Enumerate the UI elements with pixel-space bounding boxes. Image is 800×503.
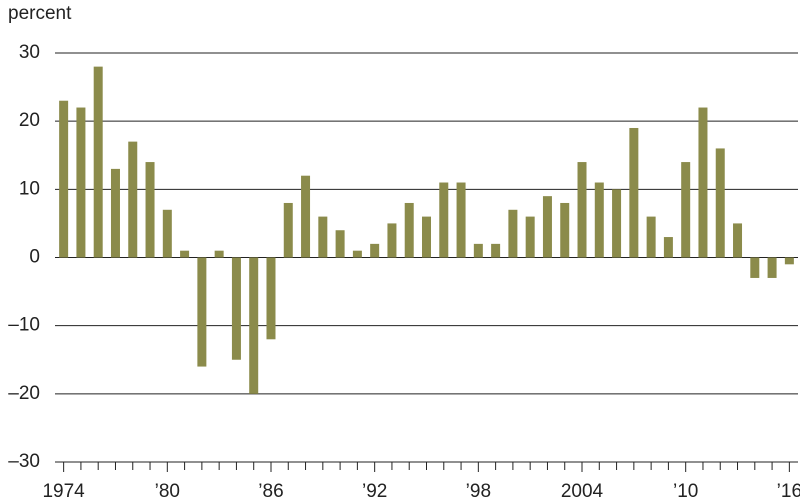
- bar: [145, 162, 155, 258]
- bar: [335, 230, 345, 258]
- bar: [266, 257, 276, 340]
- bar: [784, 257, 794, 265]
- bar: [76, 107, 86, 258]
- y-tick-label: 20: [19, 110, 40, 131]
- x-tick-label: ’92: [362, 481, 387, 502]
- bar: [162, 209, 172, 258]
- y-tick-label: –20: [8, 383, 40, 404]
- bar: [110, 168, 120, 258]
- bar: [318, 216, 328, 258]
- bar: [370, 243, 380, 258]
- bar: [542, 196, 552, 258]
- bar: [473, 243, 483, 258]
- bar: [387, 223, 397, 258]
- bar: [283, 202, 293, 258]
- y-tick-label: –10: [8, 315, 40, 336]
- bar: [422, 216, 431, 258]
- bar: [404, 202, 414, 258]
- y-tick-label: –30: [8, 451, 40, 472]
- bar: [93, 66, 103, 258]
- bar: [612, 189, 622, 258]
- bar: [750, 257, 760, 278]
- x-tick-label: 1974: [42, 481, 85, 502]
- y-tick-label: 0: [29, 247, 40, 268]
- x-tick-label: ’80: [155, 481, 180, 502]
- x-tick-label: 2004: [561, 481, 604, 502]
- bar: [352, 250, 362, 258]
- bar: [767, 257, 777, 278]
- bar: [180, 250, 190, 258]
- bar: [577, 162, 587, 258]
- x-tick-label: ’98: [466, 481, 491, 502]
- bar: [715, 148, 725, 258]
- bar: [231, 257, 241, 360]
- x-tick-label: ’86: [258, 481, 283, 502]
- bar: [698, 107, 708, 258]
- bar: [629, 127, 639, 258]
- bar: [59, 100, 69, 258]
- bar: [439, 182, 449, 258]
- bar: [663, 237, 673, 258]
- x-tick-label: ’10: [673, 481, 698, 502]
- bar: [301, 175, 311, 258]
- bar: [646, 216, 656, 258]
- y-tick-label: 10: [19, 178, 40, 199]
- bar: [525, 216, 535, 258]
- y-axis-label: percent: [8, 3, 72, 24]
- bar: [491, 243, 501, 258]
- bar: [733, 223, 743, 258]
- bar: [128, 141, 138, 258]
- y-tick-label: 30: [19, 42, 40, 63]
- bar: [508, 209, 518, 258]
- bar: [197, 257, 207, 367]
- bar: [214, 250, 224, 258]
- bar: [681, 162, 691, 258]
- bar: [456, 182, 466, 258]
- bar: [560, 202, 570, 258]
- bar: [249, 257, 259, 394]
- bar: [594, 182, 604, 258]
- x-tick-label: ’16: [777, 481, 800, 502]
